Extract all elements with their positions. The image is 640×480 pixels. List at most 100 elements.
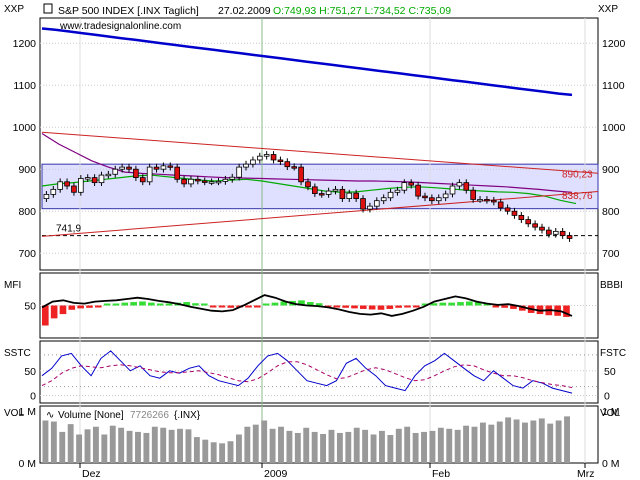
candle-body	[256, 155, 263, 161]
mfi-bar	[103, 303, 111, 306]
candle-body	[332, 188, 339, 192]
vol-axis-code-left: VOL	[4, 408, 24, 419]
candle-body	[318, 193, 325, 196]
mfi-bar	[148, 302, 155, 306]
volume-bar	[538, 418, 545, 463]
volume-bar	[496, 421, 503, 463]
price-tick-right: 1200	[602, 38, 626, 50]
candle-body	[435, 197, 442, 202]
volume-bar	[311, 431, 318, 463]
volume-bar	[177, 428, 183, 463]
volume-bar	[463, 425, 470, 463]
mfi-bar	[368, 305, 376, 310]
candle-body	[497, 201, 504, 209]
candle-body	[208, 181, 215, 184]
volume-bar	[118, 427, 125, 463]
volume-bar	[370, 434, 377, 463]
volume-bar	[59, 431, 66, 463]
volume-bar	[387, 435, 394, 463]
candle-body	[449, 185, 456, 195]
sto-tick-right: 50	[604, 366, 616, 378]
mfi-bar	[413, 305, 420, 308]
candle-body	[360, 198, 366, 210]
volume-bar	[547, 423, 554, 463]
candle-body	[277, 159, 284, 163]
mfi-bar	[360, 305, 367, 309]
volume-bar	[210, 442, 217, 463]
overlay-line	[41, 132, 573, 193]
chart-title: S&P 500 INDEX [.INX Taglich]	[58, 5, 199, 17]
price-tick-right: 800	[602, 206, 620, 218]
volume-bar	[564, 416, 570, 463]
volume-bar	[454, 429, 461, 463]
mfi-bar	[448, 302, 455, 306]
volume-bar	[42, 420, 49, 463]
mfi-bar	[165, 303, 173, 306]
mfi-bar	[510, 305, 517, 309]
volume-bar	[522, 422, 528, 463]
mfi-bar	[298, 300, 305, 306]
volume-bar	[379, 430, 385, 463]
price-tick-left: 800	[18, 206, 36, 218]
volume-bar	[336, 432, 343, 463]
candle-body	[98, 174, 105, 184]
candle-body	[484, 199, 490, 202]
candle-body	[64, 181, 70, 187]
volume-bar	[261, 420, 268, 463]
candle-body	[126, 166, 132, 170]
volume-bar	[488, 424, 495, 463]
candle-body	[401, 182, 408, 191]
candle-body	[146, 166, 153, 183]
mfi-bar	[342, 305, 349, 308]
mfi-bar	[86, 305, 93, 308]
candle-body	[373, 200, 380, 207]
volume-bar	[126, 430, 133, 463]
x-tick-label: Mrz	[577, 468, 595, 480]
mfi-bar	[245, 305, 252, 308]
price-tick-left: 1200	[13, 38, 37, 50]
volume-bar	[185, 429, 192, 463]
candle-body	[57, 181, 63, 190]
candle-body	[181, 178, 187, 185]
volume-bar	[67, 424, 74, 463]
candle-body	[174, 166, 180, 180]
channel-band	[41, 163, 599, 210]
candle-body	[546, 229, 552, 235]
volume-legend-icon: ∿	[46, 410, 54, 421]
volume-bar	[404, 426, 411, 463]
volume-bar	[76, 434, 83, 463]
mfi-bar	[50, 305, 58, 319]
candle-body	[153, 166, 160, 170]
volume-bar	[505, 417, 512, 463]
volume-bar	[446, 428, 453, 463]
mfi-bar	[112, 303, 120, 306]
series-toggle-icon[interactable]	[43, 3, 53, 14]
volume-bar	[269, 428, 276, 463]
candle-body	[236, 166, 242, 178]
volume-bar	[101, 434, 108, 463]
candle-body	[566, 235, 573, 239]
candle-body	[429, 197, 435, 202]
volume-bar	[244, 426, 251, 463]
mfi-tick: 50	[24, 301, 36, 313]
mfi-axis-code-left: MFI	[4, 280, 21, 291]
volume-bar	[160, 427, 167, 463]
volume-bar	[286, 430, 293, 463]
candle-body	[387, 191, 394, 199]
volume-legend-label: Volume [None]	[58, 410, 124, 421]
sto-tick-right: 0	[604, 391, 610, 403]
mfi-bar	[121, 302, 129, 306]
volume-bar	[530, 420, 537, 463]
candle-body	[491, 199, 497, 203]
price-tick-left: 700	[18, 248, 36, 260]
mfi-bar	[421, 303, 429, 306]
candle-body	[539, 226, 545, 231]
x-tick-label: 2009	[264, 468, 288, 480]
volume-bar	[555, 420, 562, 463]
mfi-bar	[68, 305, 76, 310]
mfi-bar	[42, 305, 49, 326]
volume-bar	[437, 427, 444, 463]
mfi-bar	[333, 305, 341, 308]
mfi-bar	[183, 302, 190, 306]
candle-body	[215, 180, 222, 184]
